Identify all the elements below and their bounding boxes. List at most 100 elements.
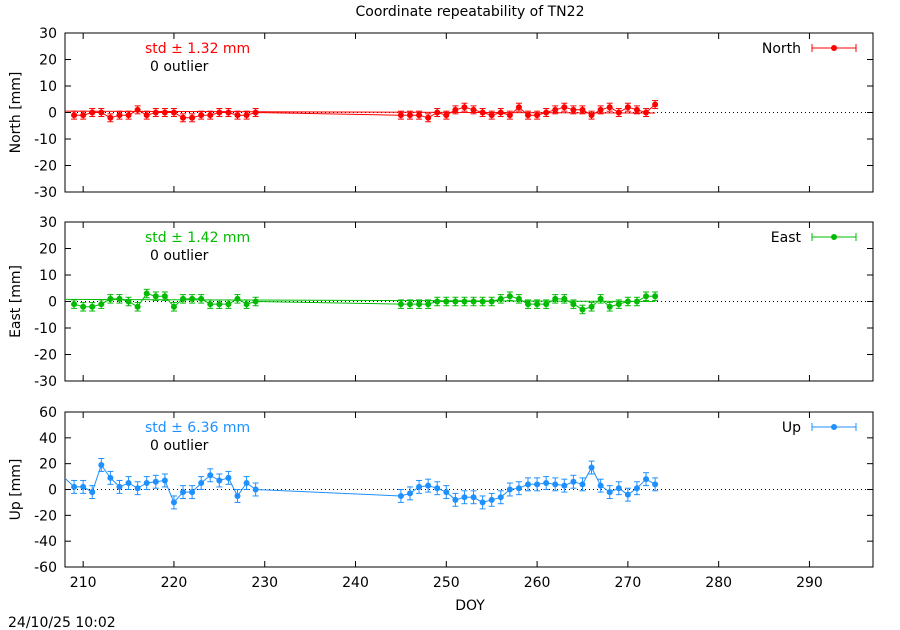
x-axis-title: DOY [455,598,485,614]
data-point [416,112,423,119]
outlier-label: 0 outlier [150,248,209,264]
data-point [225,474,232,481]
y-tick-label: -30 [34,374,57,390]
outlier-label: 0 outlier [150,59,209,75]
data-point [425,301,432,308]
data-point [652,293,659,300]
data-point [189,295,196,302]
data-point [252,486,259,493]
data-point [134,485,141,492]
x-tick-label: 290 [796,575,823,591]
data-point [488,298,495,305]
data-point [143,112,150,119]
data-point [597,295,604,302]
data-point [80,483,87,490]
data-point [89,489,96,496]
data-point [125,298,132,305]
x-tick-label: 260 [524,575,551,591]
panel-north: 30 20 10 0 -10 -20 -30 North [mm] std ± 1.32 mm 0… [8,26,874,201]
data-point [198,480,205,487]
data-point [425,114,432,121]
data-point [452,298,459,305]
data-point [406,490,413,497]
x-tick-label: 250 [433,575,460,591]
data-point [506,112,513,119]
data-point [152,109,159,116]
chart-title: Coordinate repeatability of TN22 [356,4,585,20]
data-point [180,295,187,302]
data-point [643,293,650,300]
y-tick-label: -20 [34,508,57,524]
x-tick-label: 230 [251,575,278,591]
data-point [615,485,622,492]
data-point [561,482,568,489]
data-point [624,491,631,498]
data-point [525,481,532,488]
data-point [406,301,413,308]
data-point [71,112,78,119]
footer-timestamp: 24/10/25 10:02 [8,615,116,630]
x-tick-label: 270 [615,575,642,591]
data-point [470,106,477,113]
data-point [89,303,96,310]
data-point [234,295,241,302]
data-point [579,306,586,313]
y-tick-label: 0 [48,295,57,311]
data-point [570,478,577,485]
x-tick-label: 280 [705,575,732,591]
data-point [416,483,423,490]
data-point [452,106,459,113]
data-point [543,109,550,116]
data-point [207,112,214,119]
data-point [434,485,441,492]
series-east [65,288,659,315]
data-point [71,301,78,308]
data-point [243,480,250,487]
y-tick-label: 0 [48,106,57,122]
data-point [624,298,631,305]
data-point [225,301,232,308]
data-point [397,301,404,308]
y-tick-label: -10 [34,132,57,148]
data-point [470,494,477,501]
y-tick-label: -10 [34,321,57,337]
data-point [461,104,468,111]
data-point [443,298,450,305]
data-point [116,112,123,119]
data-point [406,112,413,119]
data-point [534,112,541,119]
data-point [525,301,532,308]
y-tick-label: 60 [39,405,57,421]
data-point [561,104,568,111]
data-point [570,301,577,308]
data-point [497,295,504,302]
data-point [579,481,586,488]
data-point [425,482,432,489]
data-point [643,109,650,116]
data-point [397,112,404,119]
data-point [98,301,105,308]
data-point [189,114,196,121]
data-point [652,101,659,108]
y-axis-title: North [mm] [8,72,24,154]
data-point [543,301,550,308]
data-point [579,106,586,113]
data-point [125,112,132,119]
chart-panels: 30 20 10 0 -10 -20 -30 North [mm] std ± 1.32 mm 0… [8,26,874,576]
data-point [243,112,250,119]
data-point [116,295,123,302]
data-point [479,109,486,116]
data-point [170,303,177,310]
data-point [161,477,168,484]
legend-marker [831,424,837,430]
y-tick-label: -20 [34,348,57,364]
legend-label: Up [782,420,801,436]
data-point [452,496,459,503]
data-point [107,474,114,481]
data-point [597,106,604,113]
y-tick-label: 10 [39,79,57,95]
data-point [170,109,177,116]
data-point [615,109,622,116]
data-point [615,301,622,308]
legend-label: North [762,41,801,57]
